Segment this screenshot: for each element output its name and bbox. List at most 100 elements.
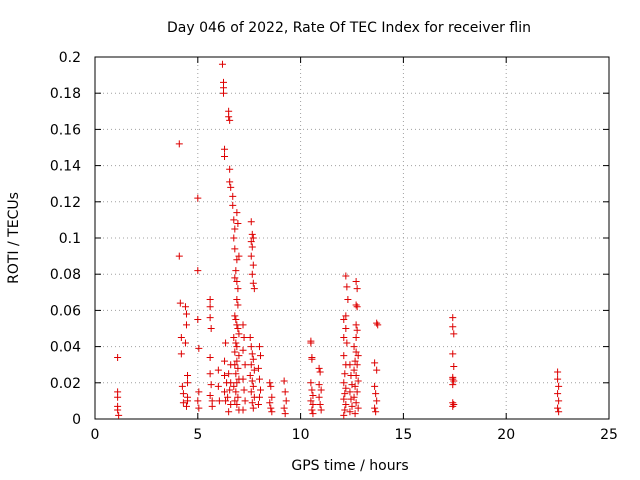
data-point	[226, 178, 234, 186]
data-point	[266, 379, 274, 387]
data-point	[235, 330, 243, 338]
data-point	[231, 348, 239, 356]
x-tick-label: 20	[497, 427, 515, 443]
data-point	[351, 382, 359, 390]
data-point	[181, 303, 189, 311]
y-tick-label: 0.16	[50, 122, 81, 138]
data-point	[247, 218, 255, 226]
data-point	[343, 339, 351, 347]
data-point	[206, 391, 214, 399]
data-point	[234, 285, 242, 293]
data-point	[342, 272, 350, 280]
data-point	[222, 339, 230, 347]
data-point	[317, 386, 325, 394]
data-point	[257, 386, 265, 394]
data-point	[353, 388, 361, 396]
data-point	[182, 402, 190, 410]
x-tick-label: 15	[394, 427, 412, 443]
data-point	[344, 296, 352, 304]
data-point	[351, 410, 359, 418]
data-point	[249, 404, 257, 412]
data-point	[353, 285, 361, 293]
data-point	[206, 296, 214, 304]
data-point	[281, 388, 289, 396]
data-point	[224, 393, 232, 401]
data-point	[227, 183, 235, 191]
data-point	[353, 326, 361, 334]
data-point	[347, 395, 355, 403]
data-point	[249, 382, 257, 390]
x-tick-label: 25	[600, 427, 618, 443]
data-point	[195, 404, 203, 412]
data-point	[354, 404, 362, 412]
data-point	[354, 352, 362, 360]
data-point	[350, 366, 358, 374]
axis-ticks: 0 5 10 15 20 25 0 0.02 0.04 0.06 0.08 0.1 0.12 0.14 0.…	[50, 50, 618, 443]
data-point	[232, 388, 240, 396]
data-point	[239, 346, 247, 354]
data-point	[175, 252, 183, 260]
data-point	[234, 364, 242, 372]
data-point	[227, 361, 235, 369]
data-point	[195, 344, 203, 352]
data-point	[353, 303, 361, 311]
data-point	[353, 361, 361, 369]
data-point	[233, 343, 241, 351]
data-point	[175, 140, 183, 148]
data-point	[250, 366, 258, 374]
data-point	[372, 390, 380, 398]
data-point	[341, 406, 349, 414]
data-point	[231, 397, 239, 405]
data-point	[233, 357, 241, 365]
data-point	[248, 399, 256, 407]
data-point	[449, 350, 457, 358]
data-point	[309, 401, 317, 409]
data-point	[307, 397, 315, 405]
data-point	[268, 393, 276, 401]
data-point	[234, 220, 242, 228]
data-point	[449, 314, 457, 322]
data-point	[232, 315, 240, 323]
data-point	[250, 285, 258, 293]
data-point	[340, 352, 348, 360]
data-point	[340, 379, 348, 387]
data-point	[352, 372, 360, 380]
data-point	[184, 379, 192, 387]
data-point	[342, 384, 350, 392]
data-point	[115, 411, 123, 419]
data-point	[226, 116, 234, 124]
data-point	[181, 339, 189, 347]
data-point	[449, 381, 457, 389]
data-point	[176, 299, 184, 307]
data-point	[255, 393, 263, 401]
data-point	[450, 377, 458, 385]
data-point	[215, 397, 223, 405]
data-point	[340, 315, 348, 323]
x-axis-label: GPS time / hours	[291, 458, 408, 474]
x-tick-label: 10	[292, 427, 310, 443]
data-point	[248, 377, 256, 385]
data-point	[234, 325, 242, 332]
data-point	[207, 381, 215, 389]
data-point	[554, 368, 562, 376]
data-point	[308, 406, 316, 414]
data-point	[114, 353, 122, 361]
data-point	[352, 277, 360, 285]
data-point	[308, 386, 316, 394]
data-point	[352, 334, 360, 342]
data-point	[233, 209, 241, 217]
data-point	[206, 370, 214, 378]
data-point	[233, 379, 241, 387]
data-point	[350, 393, 358, 401]
data-point	[226, 165, 234, 173]
data-point	[214, 382, 222, 390]
data-point	[307, 379, 315, 387]
data-point	[247, 343, 255, 351]
data-point	[351, 357, 359, 365]
data-point	[239, 321, 247, 329]
data-point	[234, 393, 242, 401]
data-point	[555, 408, 563, 416]
data-point	[340, 334, 348, 342]
y-tick-label: 0.12	[50, 195, 81, 211]
data-point	[249, 261, 257, 269]
